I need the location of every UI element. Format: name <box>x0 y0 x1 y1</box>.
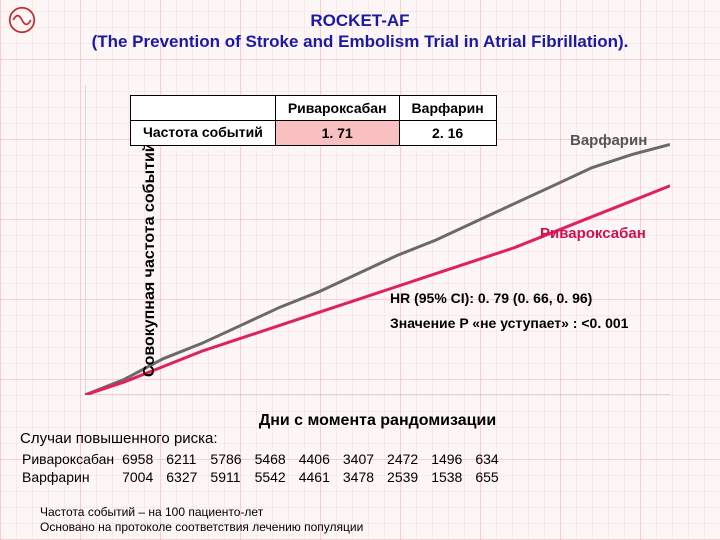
title-line-2: (The Prevention of Stroke and Embolism T… <box>0 31 720 52</box>
risk-value: 634 <box>475 451 509 467</box>
at-risk-table: Ривароксабан6958621157865468440634072472… <box>20 449 512 487</box>
risk-value: 3478 <box>343 469 385 485</box>
row-label: Частота событий <box>131 121 276 146</box>
risk-value: 655 <box>475 469 509 485</box>
line-label-rivaroxaban: Ривароксабан <box>540 225 646 242</box>
col-header-rivaroxaban: Ривароксабан <box>275 96 399 121</box>
risk-row-label: Ривароксабан <box>22 451 120 467</box>
risk-value: 5786 <box>210 451 252 467</box>
at-risk-title: Случаи повышенного риска: <box>20 430 218 447</box>
risk-value: 6211 <box>166 451 208 467</box>
risk-row: Варфарин70046327591155424461347825391538… <box>22 469 510 485</box>
risk-value: 5911 <box>210 469 252 485</box>
footnote-line-2: Основано на протоколе соответствия лечен… <box>40 520 363 534</box>
line-label-warfarin: Варфарин <box>570 132 647 149</box>
cell-rivaroxaban: 1. 71 <box>275 121 399 146</box>
risk-value: 5468 <box>255 451 297 467</box>
risk-value: 6958 <box>122 451 164 467</box>
footnote-line-1: Частота событий – на 100 пациенто-лет <box>40 505 363 519</box>
at-risk-block: Случаи повышенного риска: Ривароксабан69… <box>20 430 700 487</box>
risk-value: 6327 <box>166 469 208 485</box>
risk-value: 7004 <box>122 469 164 485</box>
event-rate-table: Ривароксабан Варфарин Частота событий 1.… <box>130 95 497 146</box>
risk-value: 4406 <box>299 451 341 467</box>
col-header-warfarin: Варфарин <box>399 96 496 121</box>
risk-value: 5542 <box>255 469 297 485</box>
p-stat: Значение P «не уступает» : <0. 001 <box>390 315 628 331</box>
risk-value: 2539 <box>387 469 429 485</box>
risk-value: 2472 <box>387 451 429 467</box>
risk-value: 1538 <box>431 469 473 485</box>
risk-value: 3407 <box>343 451 385 467</box>
hr-stat: HR (95% CI): 0. 79 (0. 66, 0. 96) <box>390 290 592 306</box>
risk-row-label: Варфарин <box>22 469 120 485</box>
table-empty-cell <box>131 96 276 121</box>
x-axis-label: Дни с момента рандомизации <box>85 412 670 430</box>
risk-row: Ривароксабан6958621157865468440634072472… <box>22 451 510 467</box>
risk-value: 4461 <box>299 469 341 485</box>
cell-warfarin: 2. 16 <box>399 121 496 146</box>
title-line-1: ROCKET-AF <box>0 10 720 31</box>
footnote: Частота событий – на 100 пациенто-лет Ос… <box>40 505 363 534</box>
risk-value: 1496 <box>431 451 473 467</box>
page-title: ROCKET-AF (The Prevention of Stroke and … <box>0 10 720 53</box>
